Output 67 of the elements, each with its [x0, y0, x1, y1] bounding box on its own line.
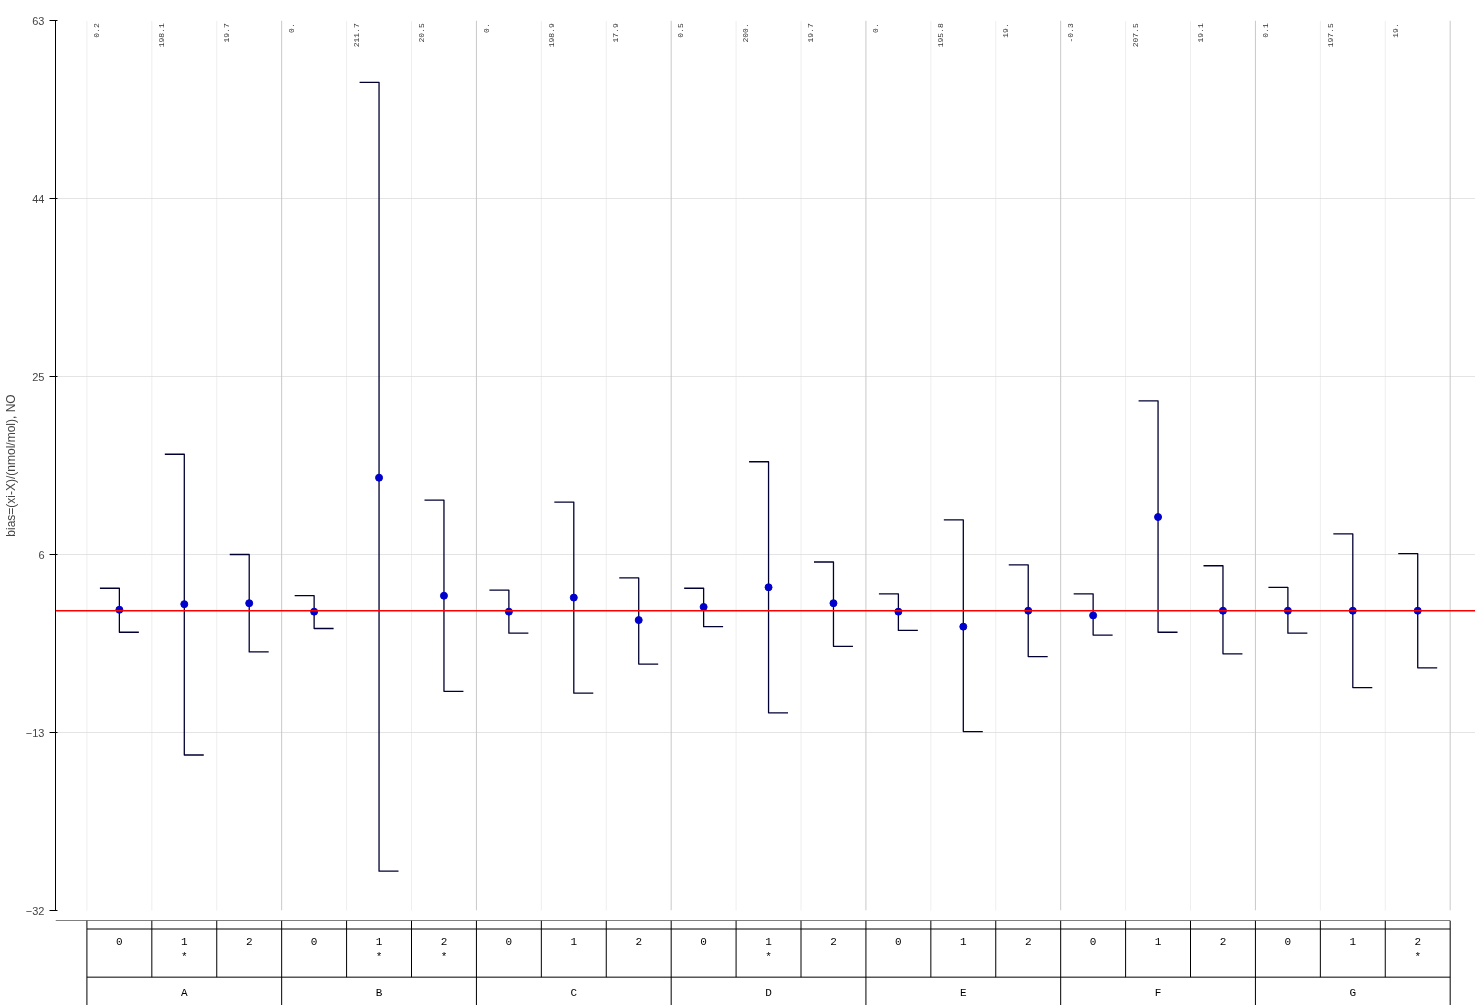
x-tick-label: 1 * [181, 936, 188, 964]
annotation: 0.5 [676, 23, 686, 38]
annotation: 0.1 [1260, 23, 1270, 38]
x-tick-label: 2 [1024, 936, 1032, 949]
annotation: 19.7 [806, 23, 816, 43]
x-tick-label: 0 [1089, 936, 1097, 949]
point [375, 473, 384, 482]
point [1154, 513, 1163, 522]
y-tick-label: −13 [25, 726, 45, 739]
point [959, 622, 968, 631]
x-tick-label: 1 [960, 936, 967, 949]
point [1089, 611, 1098, 620]
y-axis-title: bias=(xi-X)/(nmol/mol), NO [3, 394, 18, 537]
annotation: 200. [741, 23, 751, 43]
x-tick-label: 1 * [765, 936, 773, 964]
text: B [375, 986, 383, 999]
annotation: 0.2 [92, 23, 102, 38]
annotation: 19.1 [1195, 23, 1205, 43]
x-tick-label: 1 * [375, 936, 383, 964]
x-tick-label: 2 * [1414, 936, 1422, 964]
point [764, 583, 773, 592]
x-tick-label: 1 [1349, 936, 1357, 949]
y-tick-label: 6 [38, 548, 45, 561]
point [634, 616, 643, 625]
x-tick-label: 2 [635, 936, 643, 949]
y-tick-label: −32 [25, 904, 45, 917]
annotation: 211.7 [351, 23, 361, 48]
y-tick-label: 25 [32, 370, 45, 383]
point [569, 593, 578, 602]
text: C [570, 986, 578, 999]
x-tick-label: 1 [570, 936, 578, 949]
annotation: 0. [871, 23, 881, 33]
point [829, 599, 838, 608]
annotation: 17.9 [611, 23, 621, 43]
annotation: 19. [1390, 23, 1400, 38]
text: D [765, 986, 773, 999]
point [245, 599, 254, 608]
x-tick-label: 0 [310, 936, 318, 949]
annotation: 19. [1001, 23, 1010, 38]
annotation: 0. [481, 23, 491, 33]
y-tick-label: 44 [32, 192, 45, 205]
text: F [1154, 986, 1162, 999]
point [180, 600, 189, 609]
annotation: 20.5 [416, 23, 426, 43]
x-tick-label: 0 [895, 936, 902, 949]
annotation: 0. [286, 23, 296, 33]
x-tick-label: 2 [830, 936, 837, 949]
annotation: 198.9 [546, 23, 556, 48]
x-tick-label: 0 [1284, 936, 1292, 949]
y-tick-label: 63 [32, 14, 45, 27]
annotation: 198.1 [157, 23, 167, 48]
x-tick-label: 2 [1219, 936, 1227, 949]
point [439, 591, 448, 600]
text: A [181, 986, 188, 999]
x-tick-label: 1 [1154, 936, 1162, 949]
annotation: 207.5 [1130, 23, 1140, 48]
annotation: 197.5 [1325, 23, 1335, 48]
annotation: 195.8 [936, 23, 946, 48]
x-tick-label: 0 [116, 936, 123, 949]
annotation: 19.7 [221, 23, 231, 43]
text: G [1349, 986, 1357, 999]
x-tick-label: 2 * [440, 936, 448, 964]
x-tick-label: 0 [700, 936, 707, 949]
x-tick-label: 0 [505, 936, 513, 949]
text: E [960, 986, 967, 999]
x-tick-label: 2 [245, 936, 253, 949]
annotation: -0.3 [1065, 23, 1075, 43]
